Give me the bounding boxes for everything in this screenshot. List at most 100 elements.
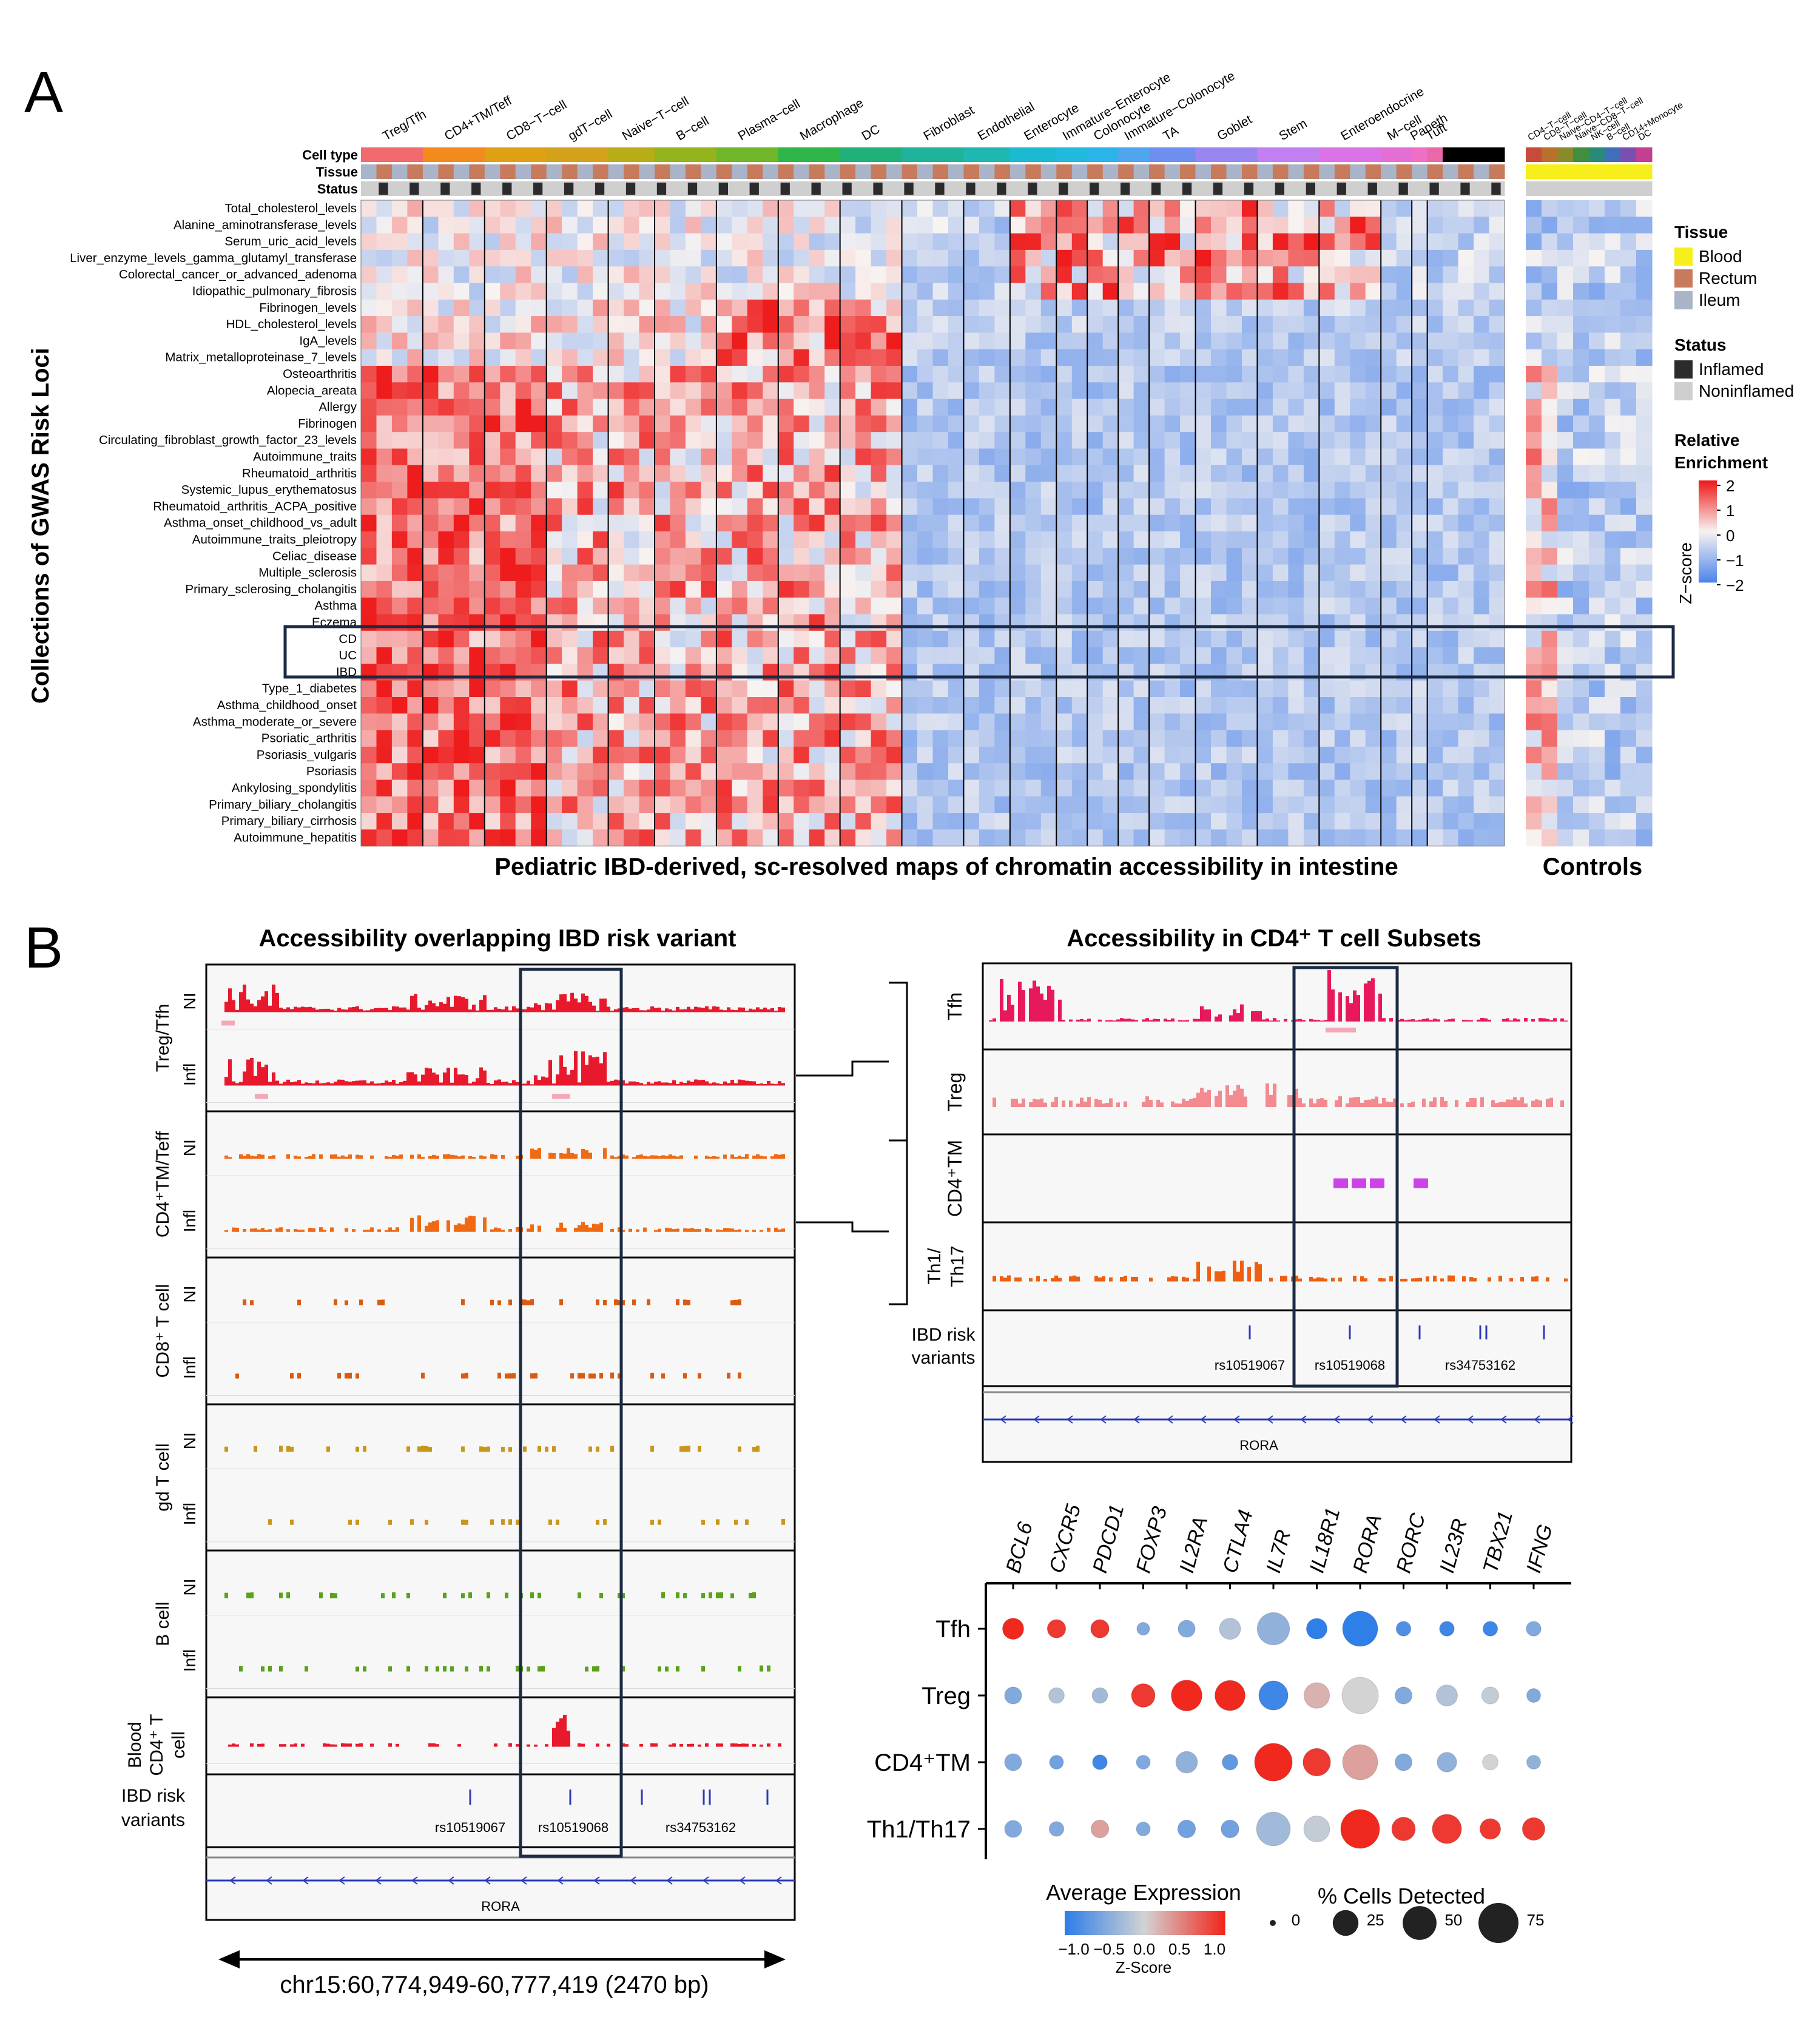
- signal-bar: [767, 1743, 770, 1747]
- control-heatmap-cell: [1557, 829, 1574, 847]
- heatmap-cell: [1180, 316, 1196, 333]
- heatmap-cell: [1056, 465, 1073, 482]
- signal-bar: [752, 1744, 756, 1747]
- heatmap-cell: [1149, 548, 1165, 565]
- heatmap-cell: [1350, 332, 1366, 350]
- signal-bar: [559, 1299, 563, 1305]
- legend-scale-step: [1699, 482, 1717, 484]
- heatmap-cell: [1133, 366, 1150, 383]
- heatmap-cell: [1319, 283, 1335, 300]
- variant-row-label: IBD risk: [121, 1786, 186, 1806]
- heatmap-cell: [1025, 746, 1042, 764]
- signal-bar: [505, 1373, 508, 1379]
- heatmap-cell: [531, 614, 547, 631]
- heatmap-cell: [1242, 200, 1258, 217]
- heatmap-cell: [1272, 796, 1289, 813]
- heatmap-cell: [546, 697, 562, 714]
- signal-bar: [614, 1299, 618, 1305]
- heatmap-cell: [531, 796, 547, 813]
- heatmap-cell: [1056, 200, 1073, 217]
- heatmap-cell: [407, 217, 423, 234]
- heatmap-cell: [886, 614, 903, 631]
- heatmap-cell: [1071, 514, 1088, 532]
- subset-signal-bar: [1506, 1099, 1509, 1107]
- heatmap-cell: [932, 299, 949, 317]
- heatmap-cell: [1458, 713, 1474, 731]
- heatmap-cell: [716, 763, 732, 781]
- heatmap-cell: [1272, 630, 1289, 648]
- subset-signal-bar: [1113, 1020, 1116, 1022]
- signal-bar: [661, 1373, 665, 1379]
- subset-signal-bar: [1284, 1019, 1287, 1022]
- heatmap-cell: [608, 730, 624, 747]
- control-heatmap-cell: [1589, 697, 1605, 714]
- heatmap-cell: [1164, 680, 1181, 698]
- signal-bar: [352, 1081, 356, 1086]
- heatmap-cell: [932, 730, 949, 747]
- heatmap-cell: [1087, 763, 1104, 781]
- heatmap-cell: [902, 581, 918, 598]
- heatmap-cell: [577, 233, 593, 251]
- heatmap-cell: [1211, 249, 1227, 267]
- heatmap-cell: [500, 630, 516, 648]
- trait-label: Celiac_disease: [272, 549, 357, 563]
- status-inflamed-mark: [502, 183, 512, 195]
- heatmap-cell: [608, 382, 624, 400]
- heatmap-cell: [716, 564, 732, 582]
- heatmap-cell: [778, 432, 794, 450]
- heatmap-cell: [1025, 448, 1042, 466]
- heatmap-cell: [932, 233, 949, 251]
- control-heatmap-cell: [1605, 399, 1621, 416]
- signal-bar: [345, 1300, 348, 1305]
- heatmap-cell: [391, 448, 408, 466]
- heatmap-cell: [500, 680, 516, 698]
- heatmap-cell: [422, 233, 439, 251]
- heatmap-cell: [1211, 829, 1227, 847]
- heatmap-cell: [407, 299, 423, 317]
- heatmap-cell: [500, 730, 516, 747]
- signal-bar: [246, 1154, 250, 1159]
- heatmap-cell: [963, 233, 980, 251]
- control-heatmap-cell: [1589, 432, 1605, 450]
- heatmap-cell: [732, 498, 748, 516]
- heatmap-cell: [871, 564, 887, 582]
- signal-bar: [505, 1592, 508, 1598]
- heatmap-cell: [1412, 813, 1428, 830]
- heatmap-cell: [562, 366, 578, 383]
- signal-bar: [392, 1154, 396, 1159]
- heatmap-cell: [917, 531, 934, 548]
- heatmap-cell: [1334, 581, 1350, 598]
- heatmap-cell: [1133, 763, 1150, 781]
- heatmap-cell: [902, 200, 918, 217]
- heatmap-cell: [948, 448, 965, 466]
- heatmap-cell: [840, 581, 856, 598]
- heatmap-cell: [376, 548, 393, 565]
- heatmap-cell: [608, 813, 624, 830]
- trait-label: Psoriatic_arthritis: [261, 732, 357, 746]
- heatmap-cell: [902, 829, 918, 847]
- heatmap-cell: [994, 581, 1011, 598]
- heatmap-cell: [670, 713, 686, 731]
- signal-bar: [403, 1080, 406, 1086]
- control-heatmap-cell: [1542, 713, 1558, 731]
- heatmap-cell: [608, 548, 624, 565]
- control-heatmap-cell: [1620, 763, 1637, 781]
- subset-signal-bar: [1309, 1019, 1313, 1022]
- heatmap-cell: [1474, 482, 1490, 499]
- control-heatmap-cell: [1573, 531, 1589, 548]
- heatmap-cell: [1133, 531, 1150, 548]
- signal-bar: [388, 1743, 392, 1747]
- heatmap-cell: [701, 465, 717, 482]
- signal-bar: [406, 1666, 410, 1672]
- heatmap-cell: [391, 581, 408, 598]
- heatmap-cell: [593, 283, 609, 300]
- control-heatmap-cell: [1573, 680, 1589, 698]
- status-bar-cell: [577, 181, 593, 196]
- heatmap-cell: [1149, 482, 1165, 499]
- heatmap-cell: [1303, 233, 1320, 251]
- heatmap-cell: [1133, 796, 1150, 813]
- signal-bar: [286, 1079, 290, 1086]
- heatmap-cell: [1474, 514, 1490, 532]
- subset-signal-bar: [989, 1020, 993, 1022]
- signal-bar: [534, 1075, 538, 1086]
